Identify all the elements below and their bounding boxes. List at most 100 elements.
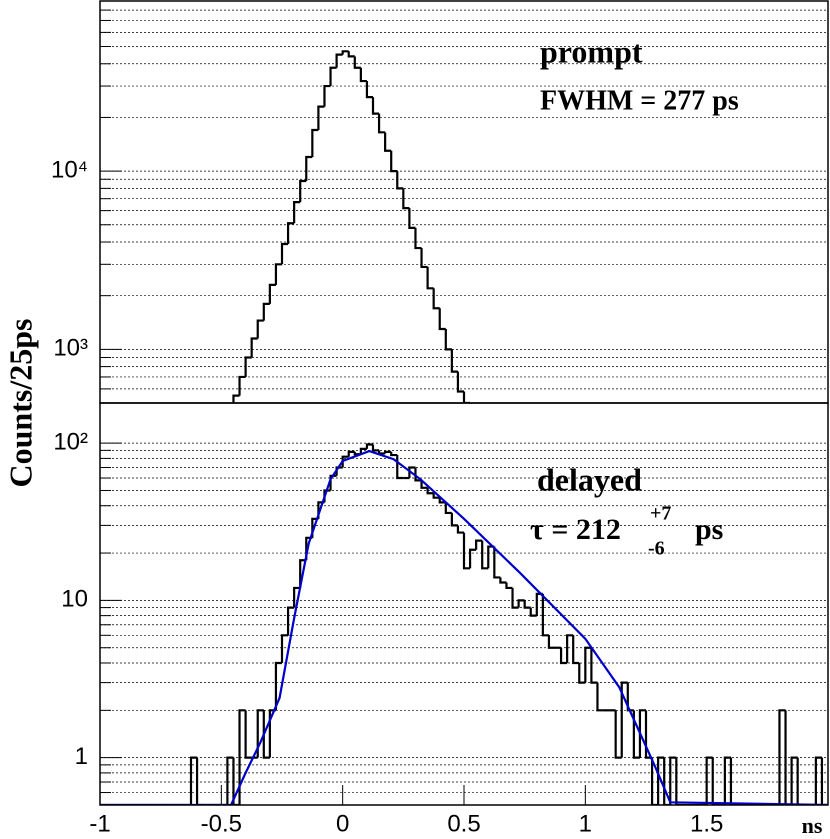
histogram-bin — [456, 525, 464, 534]
histogram-bin — [566, 634, 574, 663]
histogram-bin — [796, 757, 804, 805]
histogram-bin — [669, 756, 677, 805]
histogram-bin — [232, 757, 240, 805]
histogram-bin — [299, 179, 307, 203]
histogram-bin — [620, 681, 628, 758]
histogram-bin — [729, 757, 737, 805]
histogram-bin — [232, 394, 240, 403]
histogram-bin — [280, 634, 289, 663]
histogram-bin — [329, 474, 337, 491]
histogram-bin — [438, 308, 446, 331]
x-axis-label: ns — [802, 813, 823, 838]
panel — [100, 9, 828, 403]
histogram-bin — [450, 512, 458, 527]
histogram-bin — [280, 242, 289, 265]
histogram-bin — [559, 647, 568, 665]
histogram-bin — [305, 155, 313, 181]
histogram-bin — [359, 447, 367, 455]
y-tick-label: 10³ — [53, 335, 88, 362]
frame — [99, 402, 829, 806]
histogram-bin — [317, 105, 325, 131]
fit-curve — [100, 449, 828, 805]
histogram-bin — [347, 450, 355, 457]
histogram-bin — [456, 371, 464, 393]
histogram-bin — [238, 375, 246, 396]
histogram-bin — [341, 455, 349, 468]
histogram-bin — [299, 559, 307, 588]
histogram-bin — [481, 540, 489, 570]
histogram-bin — [778, 709, 786, 805]
histogram-bin — [572, 635, 580, 665]
histogram-bin — [371, 444, 380, 452]
histogram-bin — [596, 682, 604, 712]
histogram-bin — [293, 586, 301, 608]
histogram-bin — [396, 171, 404, 190]
histogram-bin — [517, 599, 525, 608]
histogram-bin — [663, 757, 671, 805]
histogram-bin — [286, 222, 295, 244]
histogram-bin — [475, 539, 483, 550]
histogram-bin — [505, 582, 513, 590]
histogram-bin — [523, 600, 531, 609]
histogram-bin — [493, 546, 501, 579]
histogram-bin — [286, 606, 295, 636]
histogram-bin — [384, 450, 392, 454]
histogram-bin — [420, 480, 428, 489]
histogram-bin — [226, 756, 234, 805]
histogram-bin — [390, 150, 398, 173]
histogram-bin — [723, 756, 731, 805]
histogram-bin — [408, 466, 416, 479]
histogram-bin — [408, 208, 416, 230]
x-tick-label: 0 — [336, 810, 349, 837]
histogram-bin — [335, 466, 343, 476]
histogram-bin — [432, 493, 440, 499]
histogram-bin — [293, 200, 301, 224]
histogram-bin — [626, 682, 634, 712]
y-tick-label: 10² — [53, 428, 88, 455]
histogram-bin — [614, 710, 622, 759]
panel — [100, 442, 828, 805]
histogram-bin — [341, 50, 349, 55]
frame — [99, 0, 829, 404]
histogram-bin — [414, 467, 422, 482]
histogram-bin — [632, 710, 640, 759]
x-tick-label: -0.5 — [201, 810, 242, 837]
y-tick-label: 1 — [75, 743, 88, 770]
x-tick-label: 1 — [579, 810, 592, 837]
histogram-bin — [790, 756, 798, 805]
histogram-bin — [438, 497, 446, 504]
x-tick-label: 0.5 — [447, 810, 480, 837]
x-tick-label: 1.5 — [690, 810, 723, 837]
histogram-bin — [590, 647, 598, 684]
histogram-bin — [432, 288, 440, 310]
histogram-bin — [262, 302, 270, 321]
histogram-bin — [359, 67, 367, 83]
annotation: FWHM = 277 ps — [540, 85, 739, 116]
histogram-bin — [584, 646, 592, 683]
histogram-bin — [365, 81, 373, 99]
histogram-bin — [365, 443, 373, 449]
histogram-bin — [578, 662, 586, 684]
histogram-bin — [426, 266, 434, 290]
histogram-bin — [711, 757, 719, 805]
histogram-bin — [784, 710, 792, 805]
histogram-bin — [390, 451, 398, 457]
histogram-bin — [675, 757, 683, 805]
histogram-bin — [499, 577, 507, 584]
histogram-bin — [244, 710, 252, 759]
histogram-bin — [238, 709, 246, 805]
annotation: +7 — [650, 503, 671, 525]
histogram-bin — [529, 607, 537, 617]
annotation: -6 — [648, 538, 665, 560]
histogram-bin — [420, 248, 428, 269]
histogram-bin — [650, 757, 659, 805]
histogram-bin — [657, 756, 665, 805]
histogram-bin — [195, 757, 204, 805]
histogram-bin — [444, 502, 452, 515]
histogram-bin — [274, 263, 282, 285]
histogram-bin — [244, 356, 252, 377]
annotation: ps — [695, 513, 723, 546]
histogram-bin — [268, 283, 276, 304]
histogram-bin — [347, 51, 355, 58]
